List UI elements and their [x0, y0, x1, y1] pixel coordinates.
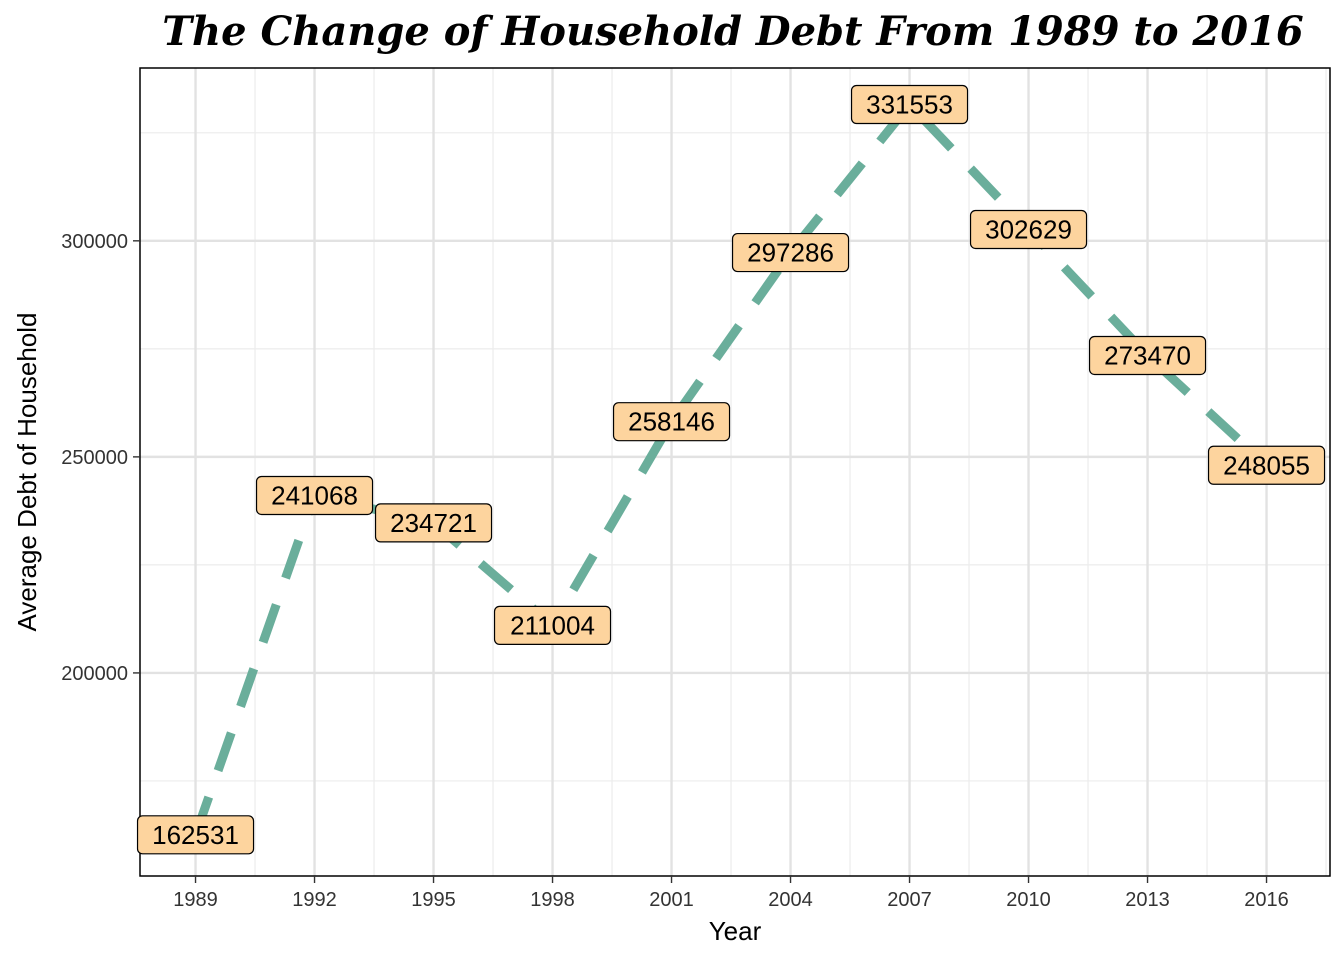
data-label: 258146 — [612, 402, 731, 442]
x-tick-label: 2007 — [887, 889, 932, 911]
data-label: 302629 — [969, 209, 1088, 250]
x-tick-label: 2001 — [649, 889, 694, 911]
y-axis-title: Average Debt of Household — [12, 313, 42, 632]
data-label-box — [850, 84, 969, 125]
y-tick-label: 200000 — [61, 663, 128, 685]
x-tick-label: 1989 — [173, 889, 218, 911]
data-label: 162531 — [136, 815, 255, 855]
data-label: 211004 — [493, 605, 612, 645]
series-line-group — [191, 99, 1270, 837]
data-label: 234721 — [374, 503, 493, 543]
y-axis: 200000 250000 300000 — [61, 231, 140, 685]
data-label: 297286 — [731, 232, 850, 273]
data-label-text: 258146 — [628, 407, 715, 437]
data-label-text: 273470 — [1104, 340, 1191, 370]
data-label-text: 302629 — [985, 214, 1072, 244]
data-label-text: 241068 — [271, 480, 358, 510]
data-label: 273470 — [1088, 335, 1207, 376]
x-axis-title: Year — [709, 916, 762, 946]
y-tick-label: 250000 — [61, 447, 128, 469]
data-label-box — [731, 232, 850, 273]
data-label-box — [255, 475, 374, 516]
x-tick-label: 2013 — [1125, 889, 1170, 911]
plot-panel-border — [139, 67, 1331, 877]
data-label-text: 297286 — [747, 238, 834, 268]
data-label-text: 234721 — [390, 508, 477, 538]
data-label-text: 331553 — [866, 89, 953, 119]
x-axis: 1989 1992 1995 1998 2001 2004 2007 2010 2013 2016 — [173, 876, 1289, 911]
y-tick-label: 300000 — [61, 231, 128, 253]
data-label-text: 162531 — [152, 820, 239, 850]
chart-title: The Change of Household Debt From 1989 t… — [162, 8, 1304, 55]
data-label: 331553 — [850, 84, 969, 125]
x-tick-label: 2004 — [768, 889, 813, 911]
x-tick-label: 1992 — [292, 889, 337, 911]
x-tick-label: 2010 — [1006, 889, 1051, 911]
data-labels: 162531 241068 234721 211004 258146 297286 3315… — [136, 84, 1326, 855]
data-label-text: 211004 — [510, 610, 595, 640]
data-label-box — [493, 605, 612, 645]
data-label-box — [1088, 335, 1207, 376]
data-label-box — [612, 402, 731, 442]
data-label-text: 248055 — [1223, 450, 1310, 480]
series-line — [191, 99, 1270, 837]
data-label-box — [136, 815, 255, 855]
x-tick-label: 2016 — [1244, 889, 1289, 911]
data-label-box — [969, 209, 1088, 250]
grid — [140, 68, 1330, 876]
x-tick-label: 1998 — [530, 889, 575, 911]
data-label-box — [374, 503, 493, 543]
data-label: 241068 — [255, 475, 374, 516]
data-label-box — [1207, 445, 1326, 485]
data-label: 248055 — [1207, 445, 1326, 485]
x-tick-label: 1995 — [411, 889, 456, 911]
